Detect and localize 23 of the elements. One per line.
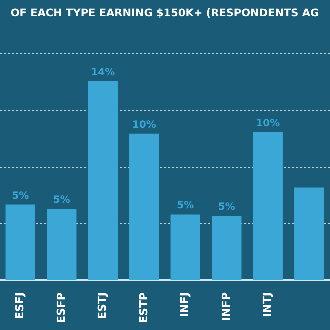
x-tick-label: ESFP — [54, 292, 68, 324]
bar — [212, 216, 242, 280]
bar — [130, 134, 160, 280]
x-tick-label: ESTJ — [96, 292, 110, 320]
data-label: 5% — [218, 202, 236, 214]
bar — [170, 214, 200, 280]
bar — [88, 81, 118, 280]
data-label: 10% — [256, 118, 280, 130]
x-tick-label: ESTP — [137, 292, 150, 324]
x-tick-label: INFP — [220, 292, 233, 322]
data-label: 5% — [53, 195, 70, 206]
x-tick-label: INTJ — [261, 292, 274, 318]
bar — [253, 132, 283, 280]
bar — [47, 209, 77, 280]
data-label: 5% — [12, 190, 30, 202]
data-label: 5% — [177, 200, 194, 212]
x-tick-label: INFJ — [178, 292, 192, 318]
data-label: 10% — [132, 120, 156, 131]
x-tick-label: ESFJ — [14, 292, 27, 320]
bar — [6, 204, 36, 280]
chart-title: OF EACH TYPE EARNING $150K+ (RESPONDENTS AG — [10, 8, 320, 20]
bar — [294, 188, 324, 280]
data-label: 14% — [91, 67, 116, 78]
